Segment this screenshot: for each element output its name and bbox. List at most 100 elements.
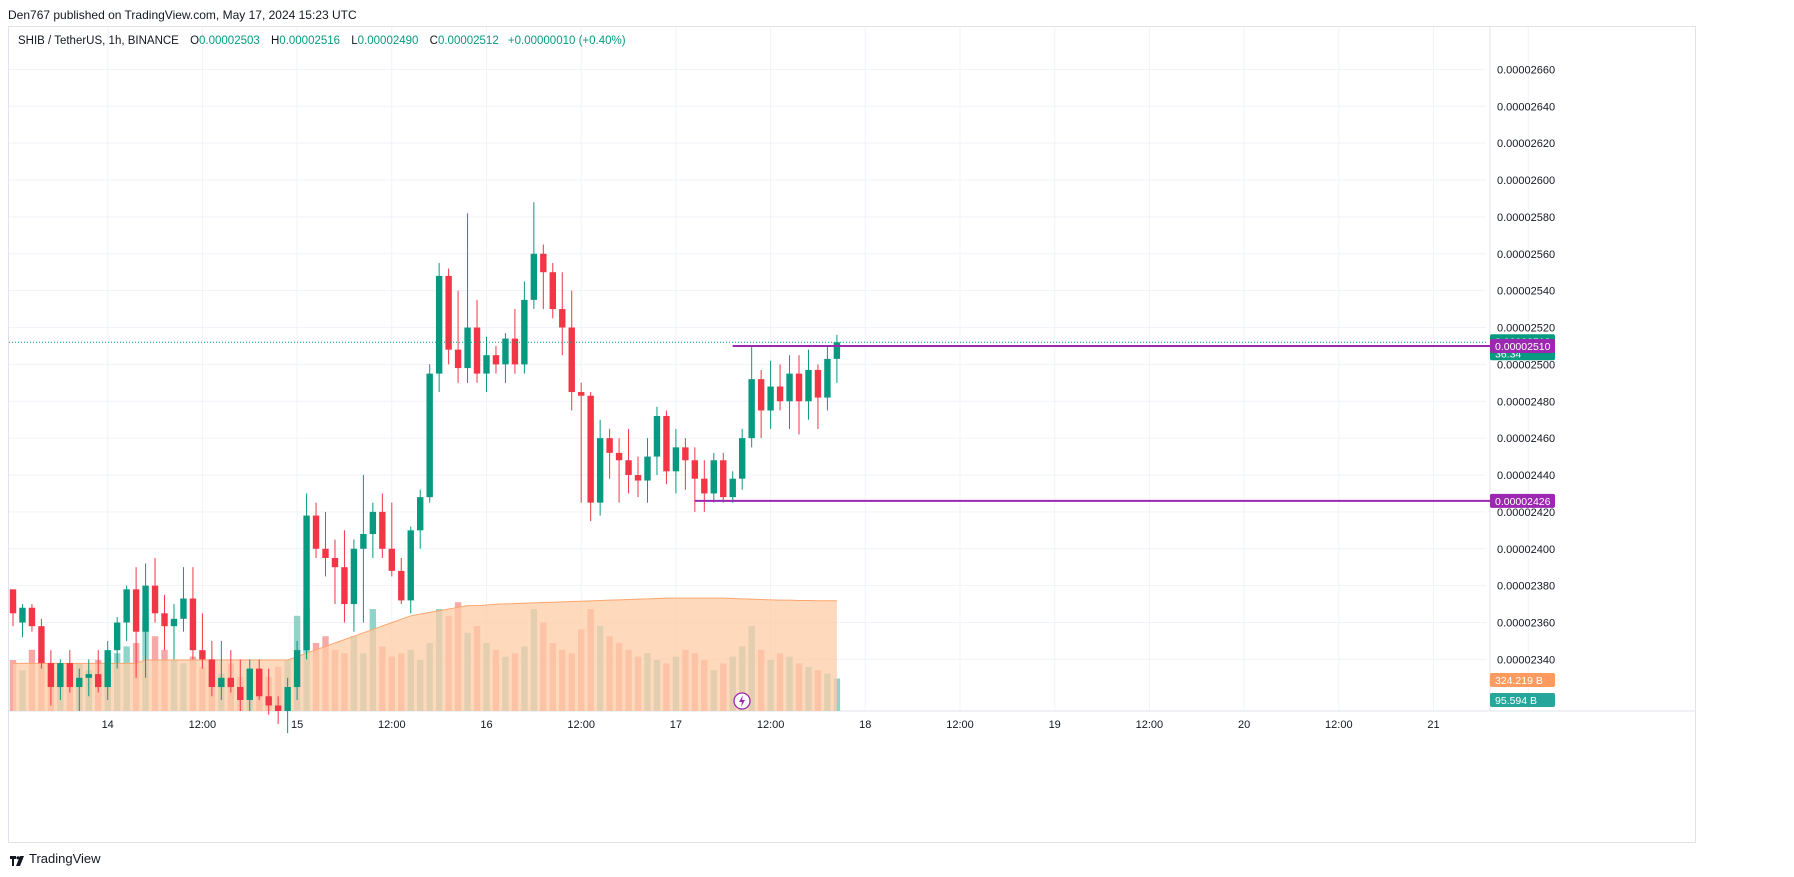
candle-body bbox=[663, 416, 670, 472]
candle-body bbox=[331, 557, 339, 568]
support-tag-text: 0.00002426 bbox=[1495, 496, 1551, 508]
candle-body bbox=[265, 696, 272, 706]
chart-frame bbox=[8, 26, 1696, 843]
candle-body bbox=[256, 668, 263, 697]
candle-body bbox=[530, 253, 538, 300]
candle-body bbox=[625, 460, 632, 476]
brand-footer[interactable]: TradingView bbox=[10, 851, 101, 866]
lightning-icon-bolt bbox=[739, 695, 745, 707]
candle-body bbox=[833, 342, 841, 359]
time-tick-label: 16 bbox=[480, 719, 492, 731]
candle-body bbox=[85, 674, 92, 678]
candle-body bbox=[691, 460, 699, 479]
candle-body bbox=[464, 327, 471, 369]
legend-open-key: O bbox=[190, 35, 200, 47]
candle-body bbox=[199, 650, 206, 660]
candle-body bbox=[805, 369, 812, 402]
price-tick-label: 0.00002560 bbox=[1497, 249, 1555, 261]
candle-body bbox=[682, 447, 689, 461]
price-tick-label: 0.00002400 bbox=[1497, 544, 1555, 556]
candle-body bbox=[28, 607, 36, 627]
candle-body bbox=[492, 355, 500, 365]
time-tick-label: 21 bbox=[1427, 719, 1439, 731]
candle-body bbox=[350, 548, 358, 605]
support-tag-bg bbox=[1490, 493, 1555, 508]
price-tick-label: 0.00002500 bbox=[1497, 359, 1555, 371]
candle-body bbox=[312, 515, 320, 549]
volume-ma-tag-text: 324.219 B bbox=[1495, 675, 1543, 687]
lightning-icon bbox=[733, 692, 751, 710]
candle-body bbox=[189, 598, 197, 651]
candle-body bbox=[795, 373, 803, 402]
candle-body bbox=[738, 438, 746, 479]
volume-last-tag-bg bbox=[1490, 693, 1555, 707]
resistance-tag-text: 0.00002510 bbox=[1495, 341, 1551, 353]
candle-body bbox=[237, 687, 244, 700]
candle-body bbox=[9, 589, 17, 614]
candle-body bbox=[407, 530, 414, 601]
candle-body bbox=[388, 548, 395, 571]
candle-body bbox=[454, 349, 462, 369]
candle-body bbox=[180, 598, 187, 619]
time-tick-label: 18 bbox=[859, 719, 871, 731]
candle-body bbox=[38, 626, 45, 664]
candle-body bbox=[95, 674, 102, 688]
legend-change: +0.00000010 (+0.40%) bbox=[507, 35, 626, 47]
legend-low-key: L bbox=[351, 35, 358, 47]
volume-ma-tag-bg bbox=[1490, 673, 1555, 687]
price-tick-label: 0.00002660 bbox=[1497, 64, 1555, 76]
candle-body bbox=[511, 338, 519, 365]
price-tick-label: 0.00002620 bbox=[1497, 138, 1555, 150]
candle-body bbox=[606, 438, 613, 453]
time-tick-label: 17 bbox=[670, 719, 682, 731]
candle-body bbox=[303, 515, 310, 651]
candle-body bbox=[596, 438, 604, 503]
time-tick-label: 12:00 bbox=[378, 719, 406, 731]
candle-body bbox=[170, 618, 178, 627]
legend-close-key: C bbox=[429, 35, 438, 47]
candle-body bbox=[123, 589, 130, 623]
candle-body bbox=[284, 687, 291, 711]
candle-body bbox=[360, 534, 367, 549]
price-tick-label: 0.00002360 bbox=[1497, 618, 1555, 630]
legend-close: 0.00002512 bbox=[437, 35, 499, 47]
candle-body bbox=[748, 379, 755, 439]
price-tick-label: 0.00002440 bbox=[1497, 470, 1555, 482]
candle-body bbox=[379, 511, 386, 549]
candle-body bbox=[227, 677, 235, 688]
candle-body bbox=[113, 622, 121, 651]
legend-high: 0.00002516 bbox=[279, 35, 341, 47]
symbol-title[interactable]: SHIB / TetherUS, 1h, BINANCE bbox=[18, 35, 179, 47]
candle-body bbox=[814, 369, 822, 398]
volume-ma-line bbox=[13, 597, 837, 664]
candle-body bbox=[767, 386, 774, 411]
time-tick-label: 12:00 bbox=[567, 719, 595, 731]
candle-body bbox=[132, 589, 140, 632]
candle-body bbox=[398, 570, 405, 601]
candle-body bbox=[644, 456, 651, 481]
time-tick-label: 12:00 bbox=[757, 719, 785, 731]
candles bbox=[9, 202, 841, 734]
price-tick-label: 0.00002340 bbox=[1497, 654, 1555, 666]
candle-body bbox=[426, 373, 433, 498]
candle-body bbox=[757, 379, 765, 411]
candle-body bbox=[218, 677, 225, 688]
candle-body bbox=[341, 567, 348, 605]
price-tick-label: 0.00002640 bbox=[1497, 101, 1555, 113]
time-tick-label: 12:00 bbox=[1325, 719, 1353, 731]
candle-body bbox=[824, 358, 831, 398]
candle-body bbox=[274, 705, 282, 711]
legend-high-key: H bbox=[270, 35, 280, 47]
legend-low: 0.00002490 bbox=[357, 35, 419, 47]
publish-header: Den767 published on TradingView.com, May… bbox=[8, 8, 357, 22]
candle-body bbox=[57, 663, 64, 688]
time-tick-label: 15 bbox=[291, 719, 303, 731]
candle-body bbox=[104, 650, 111, 688]
candle-body bbox=[19, 607, 26, 623]
candle-body bbox=[66, 663, 74, 688]
candle-body bbox=[151, 585, 159, 614]
candle-body bbox=[578, 392, 585, 396]
candle-body bbox=[568, 327, 575, 393]
candle-body bbox=[293, 650, 301, 688]
